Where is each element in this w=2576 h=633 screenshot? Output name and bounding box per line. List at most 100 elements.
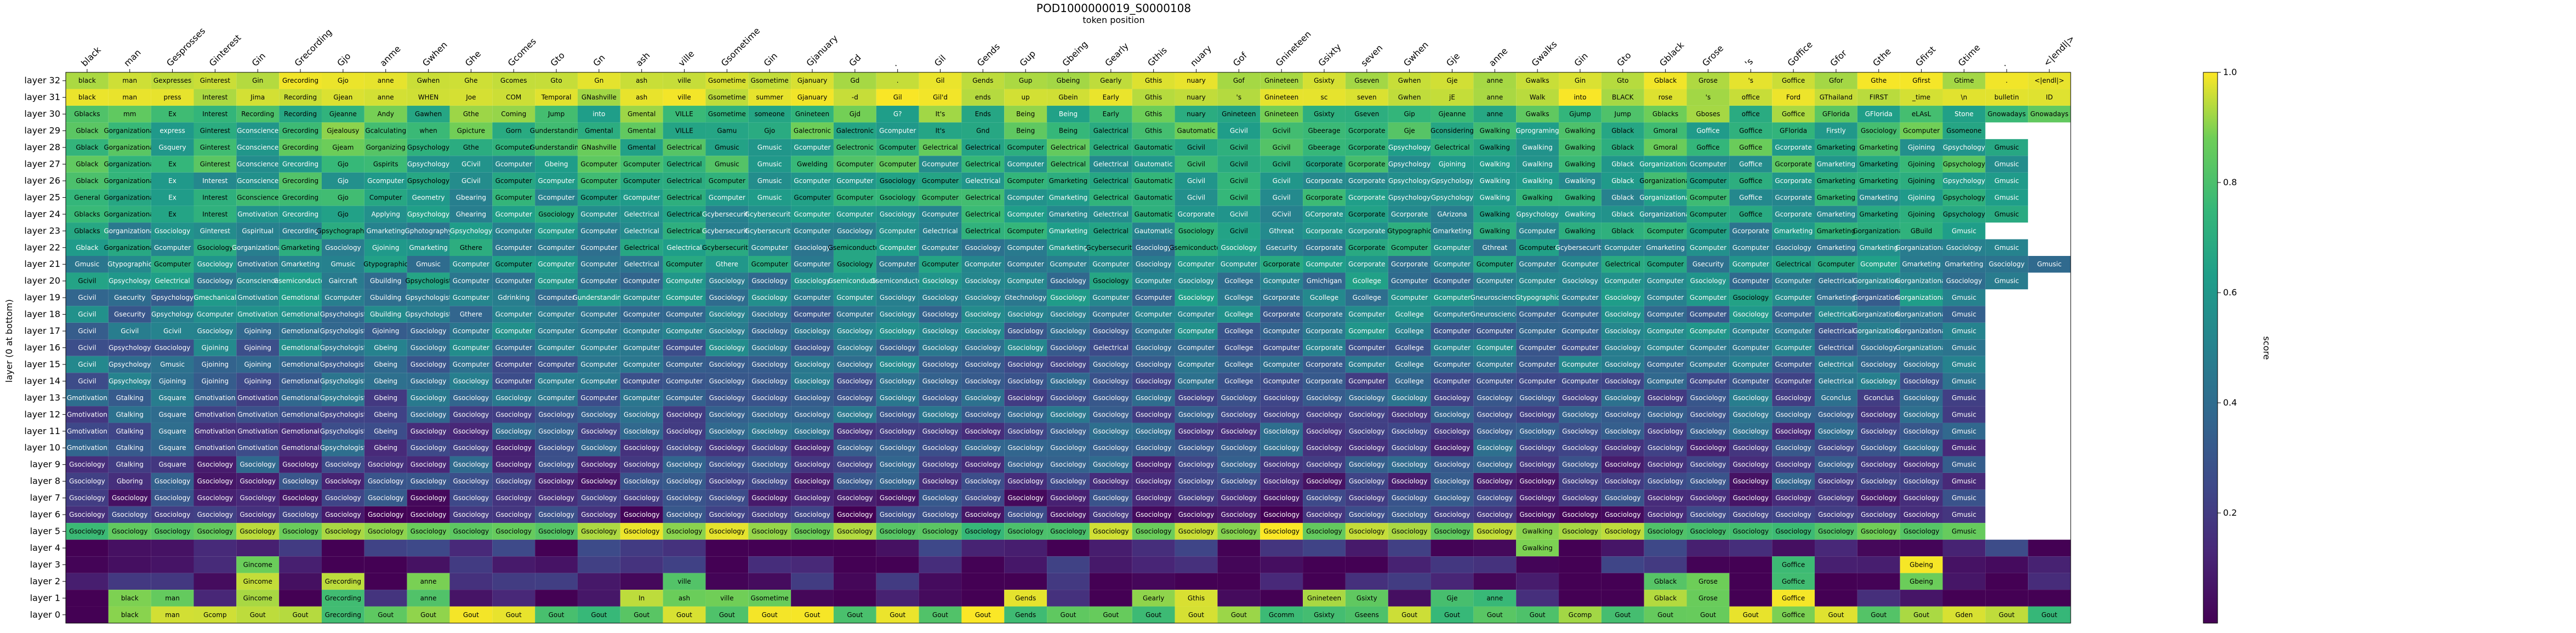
cell-label: Gsociology — [709, 294, 745, 301]
x-tick-label: man — [122, 47, 143, 69]
cell-label: Gelectrical — [1051, 144, 1086, 151]
cell-label: Gcorporate — [1306, 327, 1343, 335]
heatmap-cell — [748, 72, 791, 89]
cell-label: Gpsychology — [1388, 161, 1431, 168]
heatmap-cell — [705, 573, 749, 590]
cell-label: Gsociology — [325, 244, 361, 252]
heatmap-cell — [791, 590, 834, 607]
heatmap-cell — [1516, 556, 1559, 573]
cell-label: Gsociology — [1690, 494, 1726, 502]
cell-label: Gsociology — [538, 427, 574, 435]
cell-label: anne — [378, 94, 394, 101]
cell-label: Gblacks — [74, 210, 100, 218]
cell-label: Gspirits — [373, 161, 398, 168]
heatmap-cell — [151, 223, 194, 239]
cell-label: Gsociology — [155, 344, 191, 352]
cell-label: Gsociology — [581, 528, 617, 535]
cell-label: Gblack — [1654, 77, 1677, 84]
cell-label: Gsociology — [922, 461, 959, 469]
cell-label: Gmarketing — [1860, 193, 1898, 201]
heatmap-cell — [407, 105, 450, 123]
heatmap-cell — [1004, 239, 1047, 256]
cell-label: Gsemiconductor — [273, 277, 327, 285]
cell-label: Gsociology — [1861, 427, 1897, 435]
cell-label: Gsociology — [965, 394, 1001, 402]
cell-label: Gautomatic — [1135, 144, 1173, 151]
cell-label: Gcomputer — [495, 144, 532, 151]
y-tick-label: layer 6 — [30, 509, 60, 520]
cell-label: Gsociology — [1861, 528, 1897, 535]
cell-label: Gsociology — [411, 477, 447, 485]
cell-label: Gcomputer — [1135, 327, 1172, 335]
cell-label: Gmotivation — [237, 311, 278, 318]
heatmap-cell — [1857, 72, 1900, 89]
cell-label: office — [1742, 110, 1760, 118]
cell-label: Gthere — [716, 260, 738, 268]
heatmap-cell — [2028, 105, 2071, 123]
y-tick-label: layer 28 — [24, 142, 60, 152]
cell-label: Gwalking — [1565, 161, 1595, 168]
heatmap-cell — [1815, 539, 1857, 557]
cell-label: Gsociology — [69, 461, 105, 469]
cell-label: Gsociology — [1732, 394, 1769, 402]
heatmap-cell — [577, 239, 620, 256]
cell-label: Gcomputer — [1348, 377, 1385, 385]
heatmap-cell — [535, 189, 578, 206]
x-tick-label: Gthe — [1871, 46, 1893, 69]
heatmap-cell — [1132, 189, 1175, 206]
cell-label: ash — [679, 594, 690, 602]
cell-label: Gsociology — [880, 410, 916, 418]
cell-label: Gsociology — [1050, 294, 1086, 301]
heatmap-cell — [1260, 239, 1303, 256]
y-tick-label: layer 4 — [30, 543, 60, 553]
cell-label: Gsociology — [1648, 477, 1684, 485]
cell-label: Gsociology — [709, 427, 745, 435]
cell-label: Gil'd — [933, 94, 948, 101]
cell-label: Gbeerage — [1308, 144, 1340, 151]
cell-label: Gmusic — [1952, 427, 1976, 435]
heatmap-cell — [705, 105, 749, 123]
cell-label: Gconscience — [237, 193, 278, 201]
heatmap-cell — [66, 239, 109, 256]
cell-label: Gmusic — [1994, 161, 2019, 168]
heatmap-cell — [1047, 122, 1090, 139]
heatmap-cell — [1047, 206, 1090, 223]
heatmap-cell — [620, 172, 663, 190]
cell-label: Gmotivation — [237, 294, 278, 301]
cell-label: Gsociology — [1648, 528, 1684, 535]
heatmap-cell — [321, 556, 364, 573]
heatmap-cell — [620, 539, 663, 557]
cell-label: Gsociology — [1903, 494, 1940, 502]
cell-label: Gcomputer — [1092, 294, 1129, 301]
heatmap-cell — [1175, 172, 1218, 190]
cell-label: Gnineteen — [1264, 77, 1298, 84]
cell-label: Gsociology — [1903, 511, 1940, 518]
cell-label: Gmusic — [757, 161, 782, 168]
cell-label: Gautomatic — [1135, 193, 1173, 201]
cell-label: Gmusic — [757, 144, 782, 151]
cell-label: Gsociology — [1562, 444, 1598, 452]
cell-label: Gsociology — [922, 494, 959, 502]
heatmap-cell — [1345, 122, 1388, 139]
cell-label: Gelectrical — [1819, 277, 1854, 285]
cell-label: Gcivil — [1273, 127, 1291, 135]
cell-label: Gsociology — [624, 427, 660, 435]
heatmap-cell — [919, 590, 962, 607]
cell-label: Gout — [932, 611, 948, 619]
cell-label: Gcomputer — [538, 177, 574, 185]
heatmap-cell — [833, 105, 876, 123]
cell-label: Gjoining — [202, 344, 229, 352]
cell-label: Gcomputer — [794, 177, 830, 185]
heatmap-cell — [66, 256, 109, 273]
cell-label: Gin — [252, 77, 263, 84]
cell-label: Gsociology — [538, 477, 574, 485]
cell-label: Gcomputer — [623, 377, 660, 385]
cell-label: Gcomputer — [580, 260, 617, 268]
heatmap-cell — [66, 573, 109, 590]
heatmap-cell — [961, 156, 1005, 173]
heatmap-cell — [1559, 122, 1602, 139]
heatmap-cell — [108, 72, 151, 89]
heatmap-cell — [961, 89, 1005, 106]
cell-label: Gsociology — [1178, 410, 1215, 418]
cell-label: Grecording — [282, 210, 318, 218]
